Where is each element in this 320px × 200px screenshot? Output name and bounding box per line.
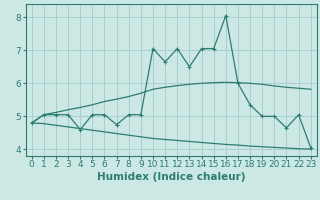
X-axis label: Humidex (Indice chaleur): Humidex (Indice chaleur) bbox=[97, 172, 245, 182]
